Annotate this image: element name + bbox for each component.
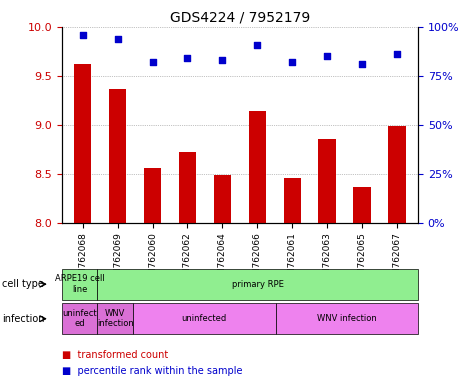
Point (218, 57, 226, 63)
Bar (109, 89, 126, 223)
Point (79, 31, 86, 38)
Text: infection: infection (2, 314, 45, 324)
Bar (179, 152, 196, 223)
Bar (318, 139, 336, 223)
Text: ARPE19 cell
line: ARPE19 cell line (55, 275, 104, 294)
Point (358, 61, 366, 67)
Text: uninfected: uninfected (181, 314, 227, 323)
Point (254, 41, 261, 48)
Text: ■  percentile rank within the sample: ■ percentile rank within the sample (62, 366, 242, 376)
Bar (248, 111, 266, 223)
Point (393, 51, 401, 57)
Title: GDS4224 / 7952179: GDS4224 / 7952179 (170, 10, 310, 24)
Text: primary RPE: primary RPE (232, 280, 284, 289)
Point (323, 53, 331, 59)
Point (184, 55, 191, 61)
Point (149, 59, 156, 65)
Point (288, 59, 296, 65)
Bar (74, 64, 91, 223)
Text: cell type: cell type (2, 279, 44, 289)
Text: WNV
infection: WNV infection (97, 309, 133, 328)
Bar (144, 168, 162, 223)
Bar (353, 187, 371, 223)
Bar (284, 178, 301, 223)
Text: uninfect
ed: uninfect ed (62, 309, 97, 328)
Text: WNV infection: WNV infection (317, 314, 377, 323)
Text: ■  transformed count: ■ transformed count (62, 350, 168, 360)
Bar (214, 175, 231, 223)
Bar (389, 126, 406, 223)
Point (114, 36, 122, 42)
